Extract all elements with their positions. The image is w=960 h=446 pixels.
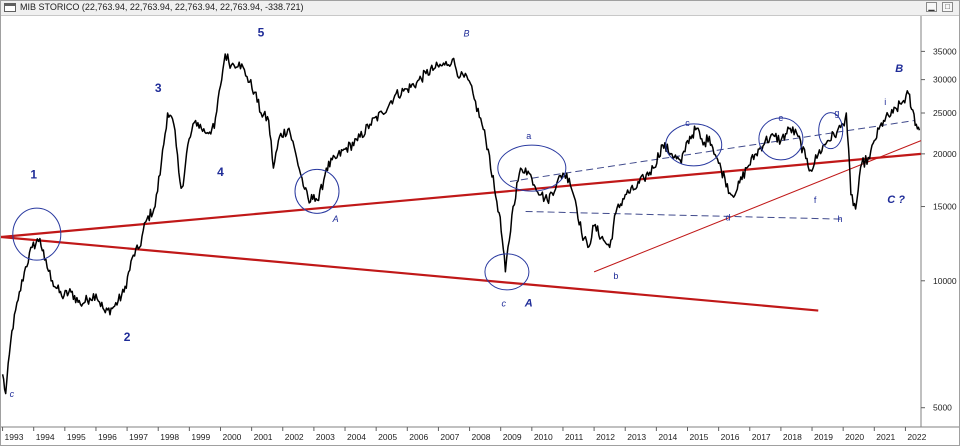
x-tick-label: 1995 (67, 432, 86, 442)
y-tick-label: 35000 (933, 46, 957, 56)
x-tick-label: 2008 (472, 432, 491, 442)
highlight-circle (12, 207, 62, 261)
x-tick-label: 2007 (440, 432, 459, 442)
x-tick-label: 2014 (658, 432, 677, 442)
trendline-support (1, 152, 922, 239)
x-tick-label: 1993 (5, 432, 24, 442)
wave-label: C ? (887, 194, 905, 206)
trendline-rising-support (593, 140, 922, 273)
wave-label: c (685, 118, 690, 128)
series-layer (1, 53, 921, 395)
x-tick-label: 1997 (129, 432, 148, 442)
x-tick-label: 2002 (285, 432, 304, 442)
wave-label: d (725, 212, 730, 222)
wave-label: a (526, 131, 531, 141)
x-tick-label: 2005 (378, 432, 397, 442)
chart-window-icon (4, 3, 16, 12)
window-titlebar: MIB STORICO (22,763.94, 22,763.94, 22,76… (1, 1, 959, 16)
price-line (1, 53, 921, 395)
wave-label: g (834, 108, 839, 118)
wave-label: b (613, 271, 618, 281)
circles-layer (12, 112, 844, 291)
highlight-circle (758, 117, 804, 161)
highlight-circle (818, 112, 844, 150)
wave-label: c (10, 389, 15, 399)
wave-label: 2 (124, 330, 131, 344)
x-tick-label: 2018 (783, 432, 802, 442)
x-tick-label: 2010 (534, 432, 553, 442)
x-tick-label: 2011 (565, 432, 584, 442)
maximize-icon: □ (945, 2, 950, 11)
x-tick-label: 2009 (503, 432, 522, 442)
x-tick-label: 2021 (876, 432, 895, 442)
wave-label: f (814, 195, 817, 205)
wave-label: 1 (30, 167, 37, 181)
window-title: MIB STORICO (22,763.94, 22,763.94, 22,76… (20, 2, 304, 12)
y-tick-label: 25000 (933, 108, 957, 118)
wave-label: e (778, 113, 783, 123)
trendlines-layer (1, 119, 922, 312)
minimize-button[interactable]: ▁ (926, 2, 937, 12)
wave-label: A (332, 214, 339, 224)
highlight-circle (497, 144, 567, 192)
wave-label: i (884, 97, 886, 107)
trendline-lower-channel (1, 235, 819, 312)
highlight-circle (294, 168, 340, 214)
x-tick-label: 2016 (721, 432, 740, 442)
x-tick-label: 1996 (98, 432, 117, 442)
x-tick-label: 2012 (596, 432, 615, 442)
wave-label: c (502, 298, 507, 308)
x-tick-label: 2000 (222, 432, 241, 442)
axes-layer: 35000 30000 25000 20000 15000 10000 5000 1993 19… (1, 16, 959, 442)
x-tick-label: 2017 (752, 432, 771, 442)
trendline-lower-dashed (525, 210, 844, 220)
maximize-button[interactable]: □ (942, 2, 953, 12)
x-tick-label: 2006 (409, 432, 428, 442)
highlight-circle (665, 123, 723, 167)
x-tick-label: 1994 (36, 432, 55, 442)
price-chart[interactable]: 35000 30000 25000 20000 15000 10000 5000 1993 19… (1, 16, 959, 445)
x-tick-label: 2013 (627, 432, 646, 442)
x-tick-label: 2001 (254, 432, 273, 442)
y-tick-label: 10000 (933, 276, 957, 286)
x-tick-label: 2019 (814, 432, 833, 442)
wave-label: B (463, 28, 469, 38)
x-tick-label: 2020 (845, 432, 864, 442)
wave-labels-layer: 1 2 3 4 5 c A Bc Aa b c d e f g h i B C ? (10, 25, 906, 399)
y-tick-label: 5000 (933, 403, 952, 413)
wave-label: B (895, 63, 903, 75)
wave-label: 3 (155, 81, 162, 95)
y-tick-label: 30000 (933, 75, 957, 85)
minimize-icon: ▁ (928, 2, 935, 11)
y-tick-label: 20000 (933, 149, 957, 159)
wave-label: h (838, 214, 843, 224)
x-tick-label: 2015 (689, 432, 708, 442)
wave-label: 5 (258, 25, 265, 39)
x-tick-label: 2022 (907, 432, 926, 442)
wave-label: A (524, 297, 533, 309)
x-tick-label: 2004 (347, 432, 366, 442)
x-tick-label: 2003 (316, 432, 335, 442)
highlight-circle (484, 253, 530, 291)
wave-label: 4 (217, 165, 224, 179)
x-tick-label: 1998 (160, 432, 179, 442)
y-tick-label: 15000 (933, 202, 957, 212)
x-tick-label: 1999 (191, 432, 210, 442)
